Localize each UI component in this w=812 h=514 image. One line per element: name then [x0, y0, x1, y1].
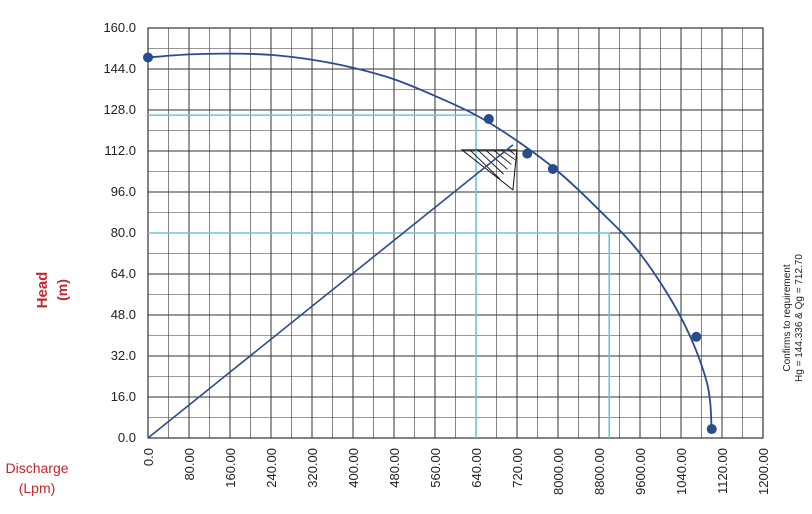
data-point-marker: [143, 52, 153, 63]
system-curve-line: [147, 144, 514, 439]
x-tick-label: 240.00: [264, 448, 279, 488]
annotation-line2: Hg = 144.336 & Qg = 712.70: [794, 254, 805, 382]
reference-line: [148, 232, 611, 438]
reference-lines: [148, 114, 611, 438]
x-tick-label: 1200.00: [756, 448, 771, 495]
y-axis-title-line2: (m): [54, 279, 70, 301]
series-layer: [147, 52, 713, 439]
x-tick-label: 160.00: [223, 448, 238, 488]
hatch-line: [493, 149, 512, 165]
hatch-outline: [460, 149, 518, 191]
data-point-marker: [706, 424, 717, 435]
y-tick-labels: 160.0 144.0 128.0 112.0 96.0 80.0 64.0 48.0 32.0…: [103, 20, 136, 445]
y-tick-label: 16.0: [111, 389, 136, 404]
y-tick-label: 144.0: [103, 61, 136, 76]
x-axis-title-line1: Discharge: [5, 460, 68, 476]
y-tick-label: 160.0: [103, 20, 136, 35]
x-tick-label: 80.00: [182, 448, 197, 481]
x-tick-label: 400.00: [346, 448, 361, 488]
y-tick-label: 48.0: [111, 307, 136, 322]
data-point-marker: [522, 148, 533, 159]
x-tick-label: 560.00: [428, 448, 443, 488]
x-tick-label: 640.00: [469, 448, 484, 488]
hatch-line: [485, 149, 508, 170]
y-tick-label: 0.0: [118, 430, 136, 445]
x-tick-label: 8000.00: [551, 448, 566, 495]
y-axis-title-line1: Head: [34, 272, 51, 309]
x-tick-label: 0.0: [141, 448, 156, 466]
data-point-marker: [691, 331, 702, 342]
marker-layer: [143, 52, 717, 435]
hatch-line: [469, 149, 501, 180]
data-point-marker: [483, 113, 494, 124]
annotation-line1: Confirms to requirement: [782, 264, 793, 371]
pump-head-curve: [147, 52, 713, 431]
x-tick-labels: 0.0 80.00 160.00 240.00 320.00 400.00 480.00 56…: [141, 448, 771, 495]
x-tick-label: 1120.00: [715, 448, 730, 494]
y-tick-label: 32.0: [111, 348, 136, 363]
x-tick-label: 9600.00: [633, 448, 648, 495]
hatch-line: [508, 149, 516, 156]
x-tick-label: 8800.00: [592, 448, 607, 495]
y-tick-label: 112.0: [104, 143, 136, 158]
data-point-marker: [547, 163, 558, 174]
x-tick-label: 320.00: [305, 448, 320, 488]
x-tick-label: 1040.00: [674, 448, 689, 495]
x-tick-label: 480.00: [387, 448, 402, 488]
y-tick-label: 64.0: [111, 266, 136, 281]
y-tick-label: 96.0: [111, 184, 136, 199]
x-axis-title-line2: (Lpm): [19, 480, 56, 496]
x-tick-label: 720.00: [510, 448, 525, 488]
operating-region-hatch: [460, 149, 518, 191]
y-tick-label: 128.0: [103, 102, 136, 117]
y-tick-label: 80.0: [111, 225, 136, 240]
